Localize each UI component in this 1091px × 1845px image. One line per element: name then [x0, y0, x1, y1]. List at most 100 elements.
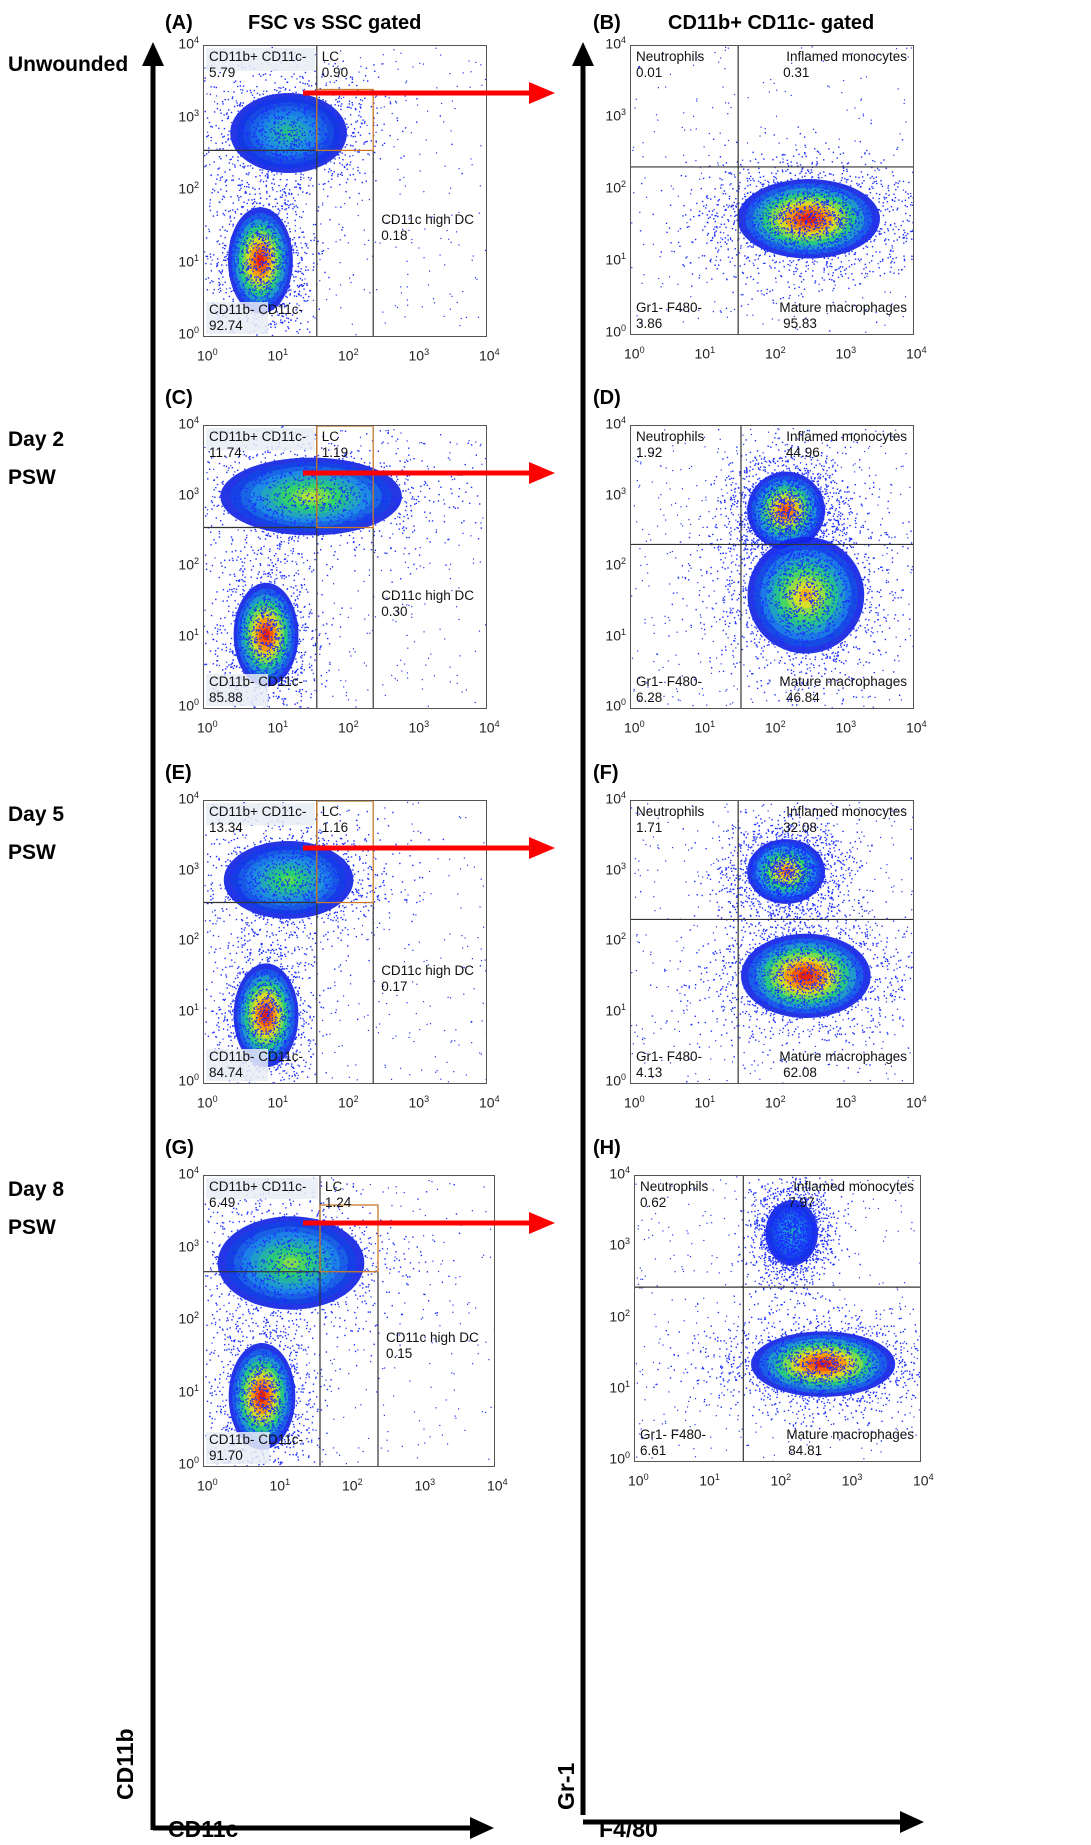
right-x-tick: 104: [906, 719, 927, 736]
macrophage-value: 84.81: [788, 1443, 822, 1459]
macrophage-label: Mature macrophages: [786, 1427, 914, 1443]
right-x-tick: 102: [765, 345, 786, 362]
left-x-tick: 104: [479, 347, 500, 364]
right-y-tick: 100: [592, 323, 626, 340]
lc-label-value: 1.19: [322, 445, 348, 461]
neutrophil-label: Neutrophils: [640, 1179, 708, 1195]
right-y-tick: 104: [592, 790, 626, 807]
neg-label-name: CD11b- CD11c-: [209, 1049, 303, 1065]
dc-label-value: 0.15: [386, 1346, 412, 1362]
right-x-axis-title: F4/80: [599, 1816, 658, 1843]
left-y-tick: 101: [165, 253, 199, 270]
right-x-tick: 101: [695, 719, 716, 736]
monocyte-value: 32.08: [783, 820, 817, 836]
monocyte-value: 7.97: [788, 1195, 814, 1211]
right-x-tick: 103: [842, 1472, 863, 1489]
neutrophil-value: 1.92: [636, 445, 662, 461]
right-x-tick: 100: [624, 719, 645, 736]
left-y-tick: 100: [165, 1455, 199, 1472]
right-y-tick: 101: [592, 251, 626, 268]
row-label: Day 2: [8, 415, 64, 465]
right-y-tick: 103: [596, 1236, 630, 1253]
gate-label-value: 13.34: [209, 820, 243, 836]
neg-label-value: 84.74: [209, 1065, 243, 1081]
double-neg-label: Gr1- F480-: [636, 674, 702, 690]
neg-label-name: CD11b- CD11c-: [209, 302, 303, 318]
right-y-tick: 102: [592, 556, 626, 573]
left-y-tick: 103: [165, 486, 199, 503]
left-x-tick: 103: [409, 719, 430, 736]
left-y-tick: 104: [165, 415, 199, 432]
dc-label-value: 0.30: [381, 604, 407, 620]
neutrophil-value: 0.01: [636, 65, 662, 81]
neutrophil-label: Neutrophils: [636, 429, 704, 445]
left-x-tick: 102: [338, 347, 359, 364]
left-y-tick: 101: [165, 1002, 199, 1019]
double-neg-value: 3.86: [636, 316, 662, 332]
right-y-tick: 103: [592, 861, 626, 878]
monocyte-label: Inflamed monocytes: [786, 49, 907, 65]
gate-label-value: 11.74: [209, 445, 242, 461]
macrophage-value: 95.83: [783, 316, 817, 332]
monocyte-label: Inflamed monocytes: [786, 804, 907, 820]
panel-letter-right: (F): [593, 762, 619, 785]
lc-label-value: 1.24: [325, 1195, 351, 1211]
gating-arrow: [303, 1212, 555, 1234]
left-y-axis-title: CD11b: [112, 1728, 139, 1800]
panel-letter-b: (B): [593, 12, 621, 35]
left-x-tick: 104: [487, 1477, 508, 1494]
right-x-tick: 104: [906, 345, 927, 362]
lc-gate: [319, 1204, 379, 1273]
left-y-tick: 101: [165, 1383, 199, 1400]
right-y-tick: 102: [592, 931, 626, 948]
left-density: [204, 426, 486, 708]
monocyte-value: 44.96: [786, 445, 820, 461]
right-density: [635, 1176, 920, 1461]
left-x-tick: 103: [409, 347, 430, 364]
left-x-tick: 104: [479, 719, 500, 736]
left-y-tick: 102: [165, 180, 199, 197]
left-density: [204, 801, 486, 1083]
panel-letter-left: (G): [165, 1137, 194, 1160]
left-y-tick: 103: [165, 1238, 199, 1255]
gate-label-name: CD11b+ CD11c-: [209, 429, 306, 445]
dc-label-name: CD11c high DC: [386, 1330, 479, 1346]
neg-label-value: 85.88: [209, 690, 243, 706]
left-y-tick: 100: [165, 697, 199, 714]
right-y-tick: 104: [596, 1165, 630, 1182]
monocyte-label: Inflamed monocytes: [786, 429, 907, 445]
neutrophil-value: 1.71: [636, 820, 662, 836]
gate-label-value: 5.79: [209, 65, 235, 81]
double-neg-value: 6.28: [636, 690, 662, 706]
right-y-tick: 103: [592, 107, 626, 124]
left-y-tick: 102: [165, 1310, 199, 1327]
right-y-tick: 100: [592, 697, 626, 714]
panel-letter-a: (A): [165, 12, 193, 35]
neg-label-value: 91.70: [209, 1448, 243, 1464]
right-x-tick: 104: [913, 1472, 934, 1489]
right-x-tick: 100: [624, 345, 645, 362]
macrophage-value: 62.08: [783, 1065, 817, 1081]
gate-label-name: CD11b+ CD11c-: [209, 804, 306, 820]
lc-gate: [316, 88, 374, 152]
right-dot-plot: Neutrophils 1.71 Inflamed monocytes 32.08 Gr…: [630, 800, 914, 1084]
macrophage-label: Mature macrophages: [779, 674, 907, 690]
dc-label-name: CD11c high DC: [381, 212, 474, 228]
left-density: [204, 1176, 494, 1466]
left-y-tick: 101: [165, 627, 199, 644]
right-y-tick: 104: [592, 35, 626, 52]
lc-label-name: LC: [322, 49, 339, 65]
left-column-title: FSC vs SSC gated: [248, 12, 421, 35]
monocyte-value: 0.31: [783, 65, 809, 81]
right-y-tick: 100: [592, 1072, 626, 1089]
double-neg-label: Gr1- F480-: [636, 300, 702, 316]
right-x-tick: 103: [836, 719, 857, 736]
left-x-tick: 101: [268, 347, 289, 364]
right-density: [631, 801, 913, 1083]
left-x-tick: 104: [479, 1094, 500, 1111]
double-neg-value: 4.13: [636, 1065, 662, 1081]
right-y-tick: 100: [596, 1450, 630, 1467]
dc-label-name: CD11c high DC: [381, 588, 474, 604]
left-y-tick: 103: [165, 108, 199, 125]
